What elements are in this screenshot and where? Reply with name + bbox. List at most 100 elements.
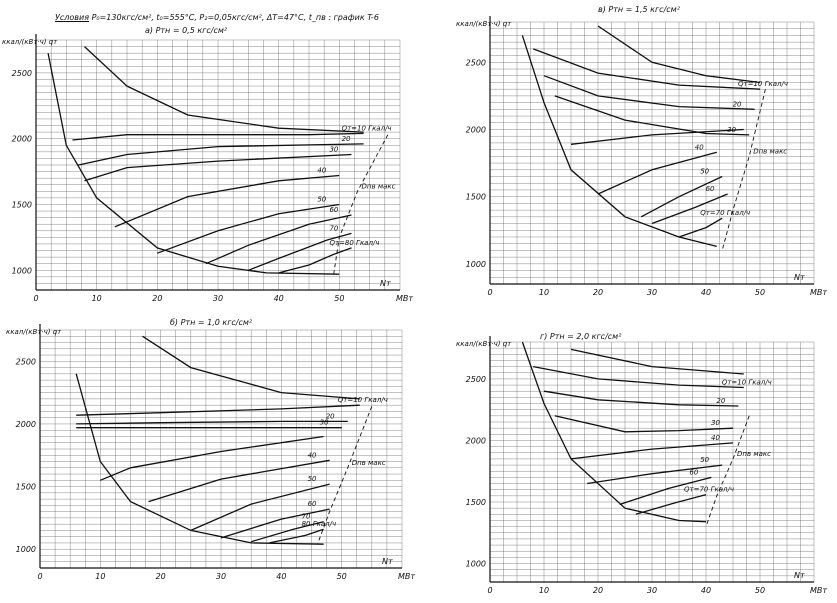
panel-title-v: в) Pтн = 1,5 кгс/см²	[598, 5, 680, 14]
y-axis-title: ккал/(кВт·ч) qт	[456, 340, 512, 348]
grid	[39, 329, 403, 569]
y-axis-title: ккал/(кВт·ч) qт	[456, 20, 512, 28]
x-tick-label: 40	[701, 586, 711, 595]
chart-panel-0: 0 10 20 30 40 50 1000 1500 2000 2500 ккал/(кВт·ч) …	[2, 34, 413, 303]
y-tick-label: 2500	[466, 375, 486, 384]
x-tick-label: 10	[95, 572, 105, 581]
series-label: Dпв макс	[737, 450, 771, 458]
series-label: 30	[329, 145, 338, 153]
series-line	[157, 203, 340, 254]
chart-panel-2: 0 10 20 30 40 50 1000 1500 2000 2500 ккал/(кВт·ч) …	[456, 16, 827, 297]
series-line	[705, 415, 750, 527]
series-line	[278, 247, 352, 274]
x-tick-label: 10	[539, 586, 549, 595]
y-tick-label: 1500	[466, 498, 486, 507]
x-tick-label: 50	[755, 288, 765, 297]
series-line	[84, 46, 364, 133]
series-label: Qт=10 Гкал/ч	[722, 379, 772, 387]
series-label: Dпв макс	[753, 147, 787, 155]
series-line	[75, 373, 324, 545]
y-axis-title: ккал/(кВт·ч) qт	[6, 328, 62, 336]
x-tick-label: 40	[274, 294, 284, 303]
series-line	[635, 493, 707, 515]
series-label: 70	[302, 513, 311, 521]
series-line	[640, 175, 723, 218]
series-label: 50	[700, 168, 709, 176]
grid	[35, 39, 401, 291]
series-line	[84, 153, 352, 182]
series-label: 50	[308, 475, 317, 483]
x-tick-label: 0	[487, 586, 492, 595]
series-line	[251, 521, 324, 543]
x-tick-label: 10	[539, 288, 549, 297]
panel-title-a: а) Pтн = 0,5 кгс/см²	[145, 26, 228, 35]
series-line	[148, 459, 330, 503]
series-label: 60	[689, 468, 698, 476]
series-label: Qт=80 Гкал/ч	[329, 239, 379, 247]
series-line	[332, 134, 389, 277]
series-label: 20	[733, 100, 742, 108]
series-line	[76, 420, 348, 425]
series-line	[114, 174, 340, 228]
y-tick-label: 2000	[16, 420, 36, 429]
series-label: 60	[706, 185, 715, 193]
series-line	[269, 528, 324, 544]
y-tick-label: 2500	[12, 69, 32, 78]
y-tick-label: 2000	[466, 436, 486, 445]
series-label: 40	[308, 451, 317, 459]
panel-title-g: г) Pтн = 2,0 кгс/см²	[540, 332, 622, 341]
series-line	[72, 132, 364, 141]
series-line	[651, 193, 728, 225]
x-tick-label: 40	[276, 572, 286, 581]
y-tick-label: 1500	[466, 193, 486, 202]
series-line	[570, 442, 734, 460]
conditions-label: Условия	[55, 13, 90, 22]
x-tick-label: 20	[156, 572, 166, 581]
x-tick-label: 50	[334, 294, 344, 303]
series-label: 50	[700, 456, 709, 464]
series-label: 20	[342, 135, 351, 143]
series-label: Qт=10 Гкал/ч	[338, 396, 388, 404]
panel-title-b: б) Pтн = 1,0 кгс/см²	[170, 318, 253, 327]
x-tick-label: 10	[92, 294, 102, 303]
x-tick-label: 20	[593, 586, 603, 595]
x-axis-unit: МВт	[810, 586, 827, 595]
series-line	[543, 75, 755, 110]
x-tick-label: 30	[647, 288, 657, 297]
x-tick-label: 20	[152, 294, 162, 303]
series-line	[190, 483, 330, 531]
x-tick-label: 50	[337, 572, 347, 581]
series-line	[100, 435, 324, 481]
series-line	[554, 95, 750, 136]
series-line	[532, 48, 761, 90]
conditions-header: Условия P₀=130кгс/см², t₀=555°C, P₂=0,05…	[55, 13, 379, 22]
series-label: 50	[317, 195, 326, 203]
series-line	[587, 464, 723, 485]
x-axis-unit: МВт	[398, 572, 415, 581]
x-tick-label: 30	[213, 294, 223, 303]
series-label: Qт=70 Гкал/ч	[684, 486, 734, 494]
series-line	[521, 341, 707, 523]
series-label: Qт=10 Гкал/ч	[738, 80, 788, 88]
series-line	[47, 53, 340, 275]
x-tick-label: 20	[593, 288, 603, 297]
conditions-params: P₀=130кгс/см², t₀=555°C, P₂=0,05кгс/см²,…	[91, 13, 379, 22]
chart-panel-1: 0 10 20 30 40 501000150020002500ккал/(кВт·ч) …	[6, 324, 415, 581]
series-label: 40	[317, 167, 326, 175]
y-tick-label: 1500	[12, 200, 32, 209]
series-label: 20	[716, 397, 725, 405]
y-tick-label: 1500	[16, 483, 36, 492]
series-line	[597, 25, 761, 84]
series-line	[142, 335, 360, 400]
series-label: Qт=10 Гкал/ч	[342, 124, 392, 132]
series-label: 30	[320, 419, 329, 427]
series-line	[554, 415, 734, 433]
x-tick-label: 0	[33, 294, 38, 303]
series-label: 60	[329, 206, 338, 214]
series-label: 40	[711, 434, 720, 442]
x-axis-title: Nт	[794, 571, 805, 580]
y-tick-label: 1000	[16, 545, 36, 554]
series-line	[570, 128, 744, 145]
x-axis-title: Nт	[380, 279, 391, 288]
series-line	[619, 476, 712, 506]
